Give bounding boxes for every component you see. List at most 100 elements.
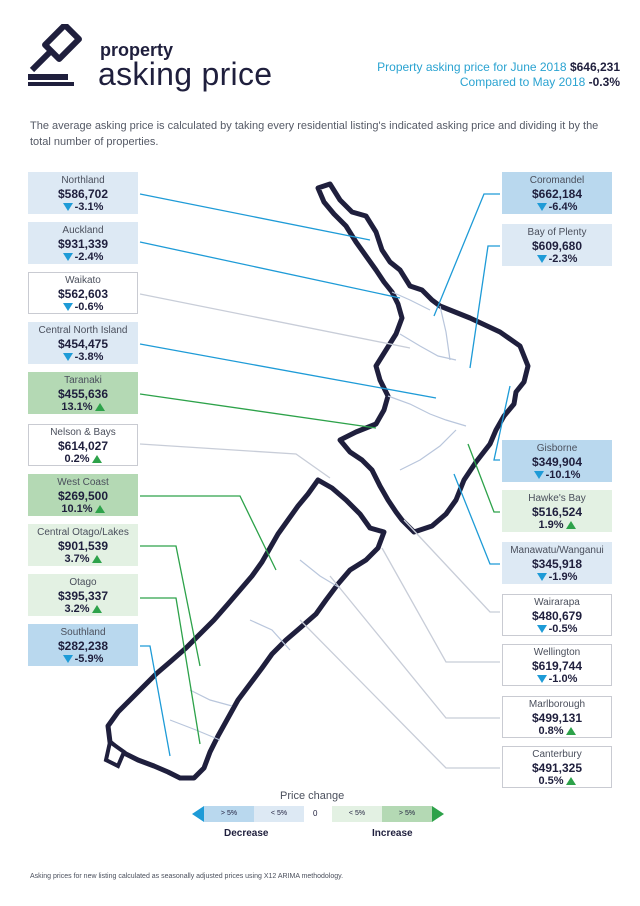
region-name: Otago: [69, 577, 97, 588]
region-southland: Southland $282,238 -5.9%: [28, 624, 138, 666]
region-change: -5.9%: [74, 653, 104, 665]
region-wellington: Wellington $619,744 -1.0%: [502, 644, 612, 686]
region-name: Southland: [60, 627, 106, 638]
north-island-outline: [315, 181, 531, 535]
region-name: Nelson & Bays: [50, 427, 116, 438]
decrease-icon: [533, 471, 544, 480]
region-change: -1.9%: [548, 571, 578, 583]
decrease-icon: [62, 253, 73, 262]
increase-icon: [91, 555, 102, 564]
region-price: $662,184: [531, 187, 583, 201]
region-change: 13.1%: [61, 401, 93, 413]
legend-increase-small: < 5%: [332, 806, 382, 822]
region-northland: Northland $586,702 -3.1%: [28, 172, 138, 214]
leader-taranaki: [139, 393, 377, 429]
intro-text: The average asking price is calculated b…: [30, 120, 599, 148]
region-west-coast: West Coast $269,500 10.1%: [28, 474, 138, 516]
summary-line2-label: Compared to May 2018: [459, 75, 586, 89]
region-marlborough: Marlborough $499,131 0.8%: [502, 696, 612, 738]
leader-nelson: [139, 443, 331, 479]
leader-central-north-island: [139, 343, 437, 399]
region-canterbury: Canterbury $491,325 0.5%: [502, 746, 612, 788]
legend-decrease-small: < 5%: [254, 806, 304, 822]
summary-line2-value: -0.3%: [588, 75, 620, 89]
region-change: -0.5%: [548, 623, 578, 635]
region-change: 0.2%: [64, 453, 90, 465]
decrease-icon: [62, 303, 73, 312]
region-name: West Coast: [57, 477, 109, 488]
leader-manawatu: [453, 473, 500, 565]
region-change: 10.1%: [61, 503, 93, 515]
decrease-icon: [62, 655, 73, 664]
region-manawatu-wanganui: Manawatu/Wanganui $345,918 -1.9%: [502, 542, 612, 584]
region-change: 3.2%: [64, 603, 90, 615]
region-name: Northland: [61, 175, 105, 186]
region-change: -3.8%: [74, 351, 104, 363]
increase-icon: [94, 403, 105, 412]
region-change: -6.4%: [548, 201, 578, 213]
region-change: -10.1%: [545, 469, 581, 481]
region-price: $455,636: [57, 387, 109, 401]
region-central-north-island: Central North Island $454,475 -3.8%: [28, 322, 138, 364]
region-price: $395,337: [57, 589, 109, 603]
region-price: $480,679: [531, 609, 583, 623]
leader-west-coast: [140, 495, 277, 571]
region-price: $609,680: [531, 239, 583, 253]
leader-gisborne: [493, 385, 511, 461]
summary-line1-label: Property asking price for June 2018: [377, 60, 567, 74]
region-wairarapa: Wairarapa $480,679 -0.5%: [502, 594, 612, 636]
region-price: $562,603: [57, 287, 109, 301]
leader-wairarapa: [403, 519, 500, 613]
decrease-icon: [536, 203, 547, 212]
leader-otago: [140, 597, 201, 745]
region-nelson-bays: Nelson & Bays $614,027 0.2%: [28, 424, 138, 466]
leader-wellington: [381, 547, 500, 663]
region-auckland: Auckland $931,339 -2.4%: [28, 222, 138, 264]
region-price: $931,339: [57, 237, 109, 251]
leader-waikato: [139, 293, 411, 349]
south-island-outline: [105, 477, 387, 781]
region-name: Manawatu/Wanganui: [510, 545, 604, 556]
summary-line1-value: $646,231: [569, 60, 620, 74]
leader-auckland: [139, 241, 401, 299]
region-name: Wairarapa: [534, 597, 580, 608]
region-price: $345,918: [531, 557, 583, 571]
legend-increase-big: > 5%: [382, 806, 432, 822]
leader-canterbury: [299, 619, 500, 769]
legend-zero: 0: [313, 809, 318, 818]
region-change: -2.3%: [548, 253, 578, 265]
decrease-icon: [536, 573, 547, 582]
leader-coromandel: [433, 193, 500, 317]
region-change: 1.9%: [538, 519, 564, 531]
region-price: $614,027: [57, 439, 109, 453]
region-bay-of-plenty: Bay of Plenty $609,680 -2.3%: [502, 224, 612, 266]
region-name: Auckland: [62, 225, 104, 236]
region-price: $586,702: [57, 187, 109, 201]
leader-marlborough: [329, 575, 500, 719]
summary: Property asking price for June 2018 $646…: [377, 60, 620, 90]
increase-icon: [565, 727, 576, 736]
stewart-island-outline: [103, 738, 127, 769]
leader-central-otago: [140, 545, 201, 667]
region-taranaki: Taranaki $455,636 13.1%: [28, 372, 138, 414]
leader-hawkes-bay: [467, 443, 500, 513]
decrease-icon: [536, 625, 547, 634]
footnote: Asking prices for new listing calculated…: [30, 873, 344, 880]
region-change: -1.0%: [548, 673, 578, 685]
increase-icon: [94, 505, 105, 514]
region-waikato: Waikato $562,603 -0.6%: [28, 272, 138, 314]
increase-icon: [91, 455, 102, 464]
leader-bay-of-plenty: [469, 245, 500, 369]
region-change: 0.8%: [538, 725, 564, 737]
increase-icon: [565, 777, 576, 786]
gavel-icon: [28, 24, 82, 86]
region-name: Wellington: [533, 647, 581, 658]
region-price: $349,904: [531, 455, 583, 469]
region-price: $282,238: [57, 639, 109, 653]
region-coromandel: Coromandel $662,184 -6.4%: [502, 172, 612, 214]
region-price: $901,539: [57, 539, 109, 553]
region-name: Coromandel: [529, 175, 585, 186]
region-name: Taranaki: [64, 375, 102, 386]
decrease-icon: [62, 203, 73, 212]
